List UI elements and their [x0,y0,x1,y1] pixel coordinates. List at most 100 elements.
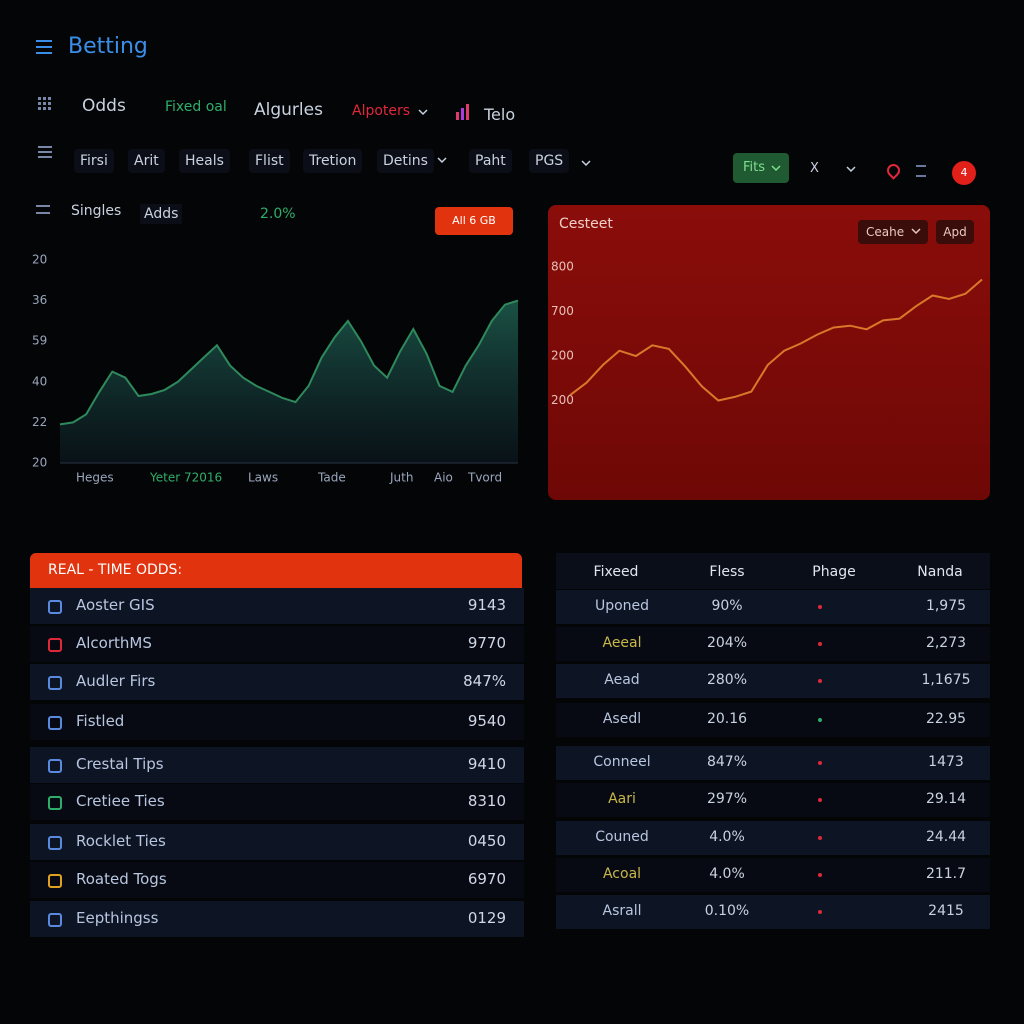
nav-item[interactable]: Telo [484,105,516,124]
y-tick-label: 200 [551,349,574,363]
row-name: Eepthingss [76,909,159,927]
x-tick-label: Tade [317,471,346,485]
nav-item[interactable]: Fixed oal [165,99,227,115]
nav-item[interactable]: Firsi [74,149,114,173]
row-icon [48,836,62,850]
table-row [30,862,524,898]
status-dot [818,910,822,914]
cell: Aari [608,791,636,807]
row-value: 6970 [467,870,506,888]
row-icon [48,638,62,652]
chevron[interactable] [418,109,428,116]
x-tick-label: Heges [76,471,114,485]
y-tick-label: 36 [32,293,47,307]
nav-item[interactable]: Odds [82,96,126,116]
chart-button[interactable]: All 6 GB [435,207,513,235]
app-title: Betting [68,34,148,59]
table-title: REAL - TIME ODDS: [48,562,183,578]
table-row [556,821,990,855]
chart-tab[interactable]: Singles [71,203,122,219]
cell: 1,975 [925,598,967,614]
red-chart-panel [548,205,990,500]
cell: 22.95 [925,711,967,727]
table-row [30,784,524,820]
row-icon [48,716,62,730]
grid-icon[interactable] [38,97,52,111]
row-icon [48,796,62,810]
chart-button[interactable]: Apd [936,220,974,244]
cell: 280% [706,672,748,688]
chevron[interactable] [437,157,447,164]
y-tick-label: 800 [551,260,574,274]
filter-button[interactable]: Fits [733,153,789,183]
cell: Conneel [593,754,651,770]
nav-item[interactable]: Arit [128,149,165,173]
row-value: 8310 [467,792,506,810]
row-name: Audler Firs [76,672,156,690]
cell: Aeeal [602,635,642,651]
list-icon [916,165,926,177]
nav-item[interactable]: Alpoters [352,103,411,119]
table-header [556,553,990,589]
column-header: Fixeed [593,564,639,580]
chart-title: Cesteet [559,216,613,232]
cell: 90% [711,598,743,614]
table-row [556,703,990,737]
menu-icon[interactable] [38,146,52,158]
cell: 1,1675 [921,672,971,688]
nav-item[interactable]: Flist [249,149,290,173]
row-name: Rocklet Ties [76,832,166,850]
chevron-path [771,165,781,172]
row-value: 9410 [467,755,506,773]
table-row [556,664,990,698]
status-dot [818,836,822,840]
status-dot [818,642,822,646]
row-icon [48,600,62,614]
menu-icon[interactable] [36,40,54,54]
y-tick-label: 59 [32,334,47,348]
row-icon [48,759,62,773]
row-name: Fistled [76,712,125,730]
nav-item[interactable]: Detins [377,149,434,173]
x-tick-label: Tvord [467,471,502,485]
column-header: Phage [812,564,856,580]
nav-item[interactable]: Paht [469,149,512,173]
chevron[interactable] [911,228,921,235]
cell: 847% [706,754,748,770]
table-row [556,858,990,892]
chevron[interactable] [846,166,856,173]
cell: 4.0% [709,866,745,882]
table-row [30,626,524,662]
cell: Asrall [602,903,642,919]
x-tick-label: Aio [434,471,453,485]
chevron[interactable] [581,160,591,167]
badge[interactable]: 4 [952,161,976,185]
cell: 29.14 [925,791,967,807]
x-tick-label: Yeter 72016 [149,471,222,485]
y-tick-label: 20 [32,456,47,470]
row-name: AlcorthMS [76,634,152,652]
table-row [30,901,524,937]
nav-item[interactable]: Tretion [303,149,363,173]
status-dot [818,679,822,683]
table-row [556,783,990,817]
menu-icon[interactable] [36,205,50,215]
table-row [30,588,524,624]
line [569,278,983,402]
close-button[interactable]: X [810,161,819,176]
chevron[interactable] [771,165,781,172]
row-name: Crestal Tips [76,755,164,773]
nav-item[interactable]: Heals [179,149,230,173]
status-dot [818,798,822,802]
cell: 24.44 [925,829,967,845]
row-value: 847% [463,672,506,690]
nav-item[interactable]: Algurles [254,100,323,120]
chart-tab[interactable]: Adds [140,204,183,224]
status-dot [818,718,822,722]
nav-item[interactable]: PGS [529,149,570,173]
status-dot [818,873,822,877]
chevron-path [911,228,921,235]
table-row [556,590,990,624]
table-row [556,627,990,661]
